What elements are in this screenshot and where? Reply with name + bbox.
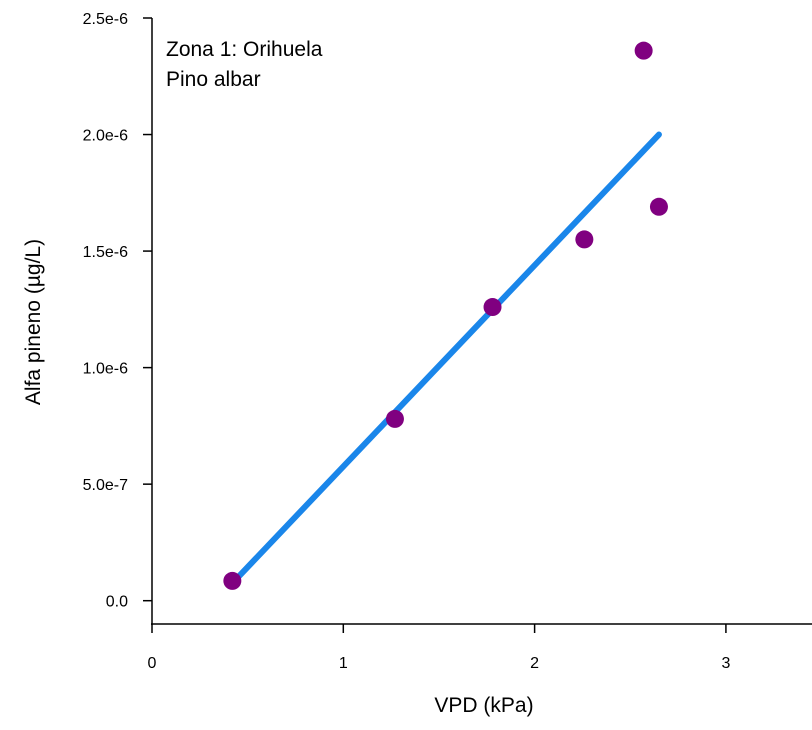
x-axis-title: VPD (kPa) xyxy=(434,694,533,717)
x-tick-label: 2 xyxy=(530,655,539,672)
data-point xyxy=(575,230,594,249)
axes: 0.0 5.0e-7 1.0e-6 1.5e-6 2.0e-6 2.5e-6 0 1 2 3 xyxy=(83,11,812,672)
x-tick-label: 3 xyxy=(721,655,730,672)
annotation-species: Pino albar xyxy=(166,68,261,91)
y-tick-label: 1.0e-6 xyxy=(83,361,128,378)
y-axis-title: Alfa pineno (µg/L) xyxy=(22,239,45,405)
annotation-zone: Zona 1: Orihuela xyxy=(166,38,323,61)
y-tick-label: 1.5e-6 xyxy=(83,244,128,261)
data-point xyxy=(223,571,242,590)
data-point xyxy=(634,41,653,60)
y-tick-label: 0.0 xyxy=(106,594,128,611)
data-point xyxy=(649,197,668,216)
regression-line xyxy=(229,131,662,587)
y-tick-label: 2.5e-6 xyxy=(83,11,128,28)
data-point xyxy=(385,409,404,428)
x-tick-label: 0 xyxy=(148,655,157,672)
y-tick-label: 2.0e-6 xyxy=(83,128,128,145)
regression-line-layer xyxy=(229,131,662,587)
data-point xyxy=(483,298,502,317)
x-tick-label: 1 xyxy=(339,655,348,672)
data-points-layer xyxy=(223,41,668,590)
y-tick-label: 5.0e-7 xyxy=(83,477,128,494)
